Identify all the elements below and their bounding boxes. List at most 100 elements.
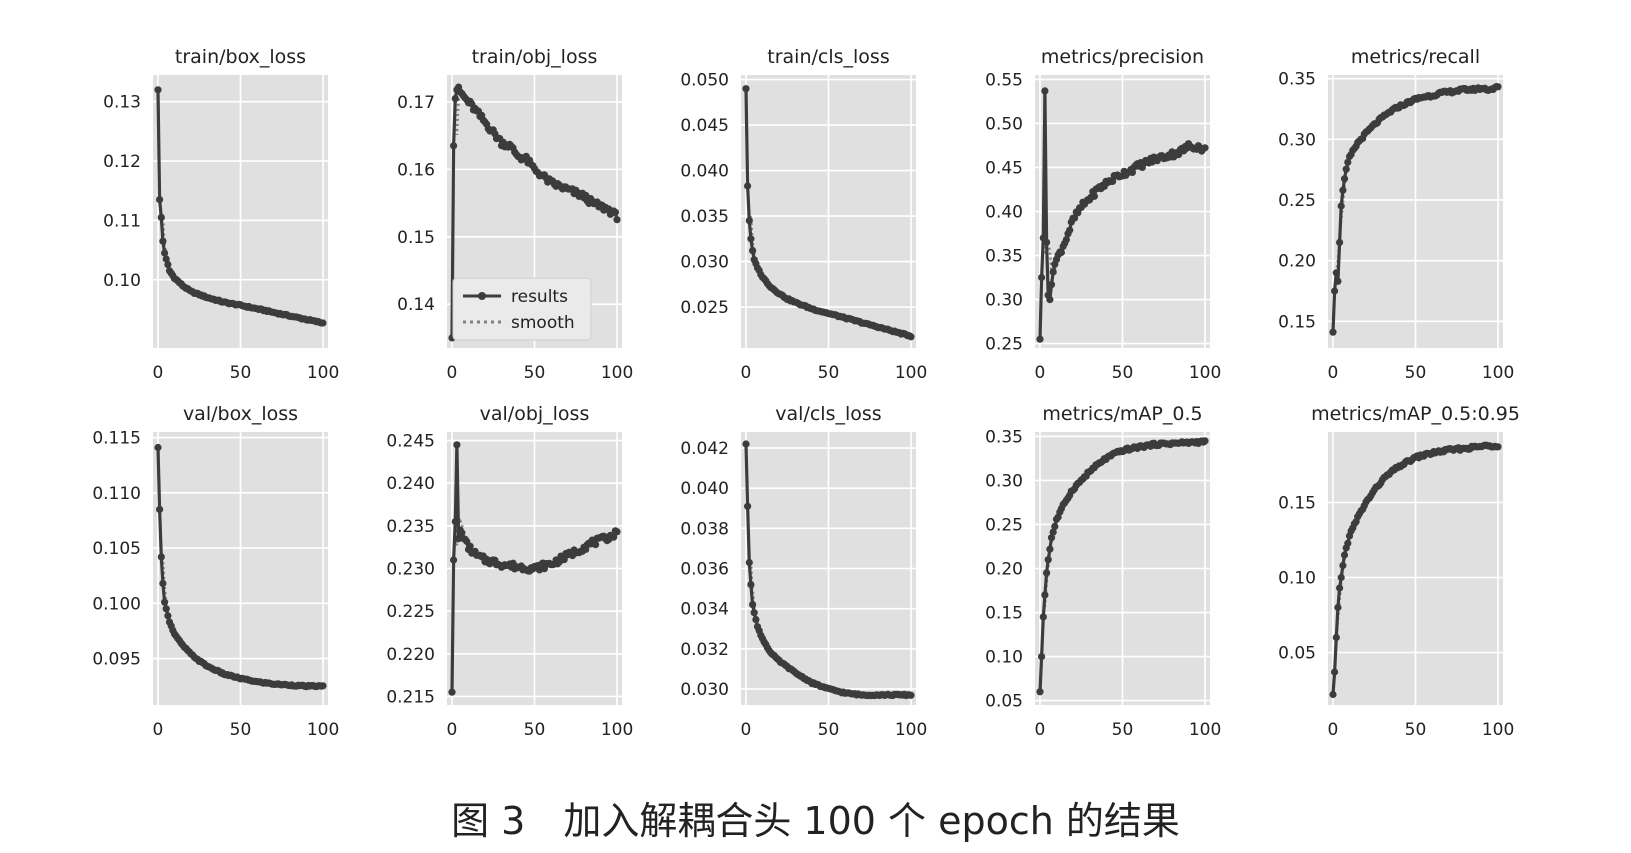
y-tick-label: 0.30	[985, 291, 1023, 311]
y-tick-label: 0.100	[92, 594, 141, 614]
x-tick-label: 100	[1189, 720, 1221, 740]
data-point	[1337, 202, 1345, 210]
data-point	[1090, 192, 1098, 200]
chart-panel: metrics/mAP_0.5 0 50 100 0.05 0.10 0.15 0.20 0.2…	[945, 387, 1260, 744]
data-point	[162, 255, 170, 263]
y-tick-label: 0.035	[680, 207, 729, 227]
data-point	[1329, 328, 1337, 336]
y-tick-label: 0.032	[680, 640, 729, 660]
data-point	[744, 502, 752, 510]
data-point	[1339, 186, 1347, 194]
legend-smooth-label: smooth	[511, 313, 575, 333]
y-tick-label: 0.105	[92, 539, 141, 559]
data-point	[450, 556, 458, 564]
y-tick-label: 0.10	[985, 648, 1023, 668]
x-tick-label: 0	[1328, 720, 1339, 740]
data-point	[1109, 177, 1117, 185]
chart-svg: metrics/mAP_0.5 0 50 100 0.05 0.10 0.15 0.20 0.2…	[985, 403, 1221, 740]
chart-svg: val/obj_loss 0 50 100 0.215 0.220 0.225 0.230 0.…	[386, 403, 633, 740]
y-tick-label: 0.10	[103, 271, 141, 291]
data-point	[1331, 287, 1339, 295]
chart-title: metrics/mAP_0.5	[1042, 403, 1202, 425]
y-tick-label: 0.55	[985, 70, 1023, 90]
legend-results-label: results	[511, 287, 568, 307]
chart-title: train/cls_loss	[767, 46, 889, 68]
data-point	[1201, 144, 1209, 152]
y-tick-label: 0.235	[386, 517, 435, 537]
chart-panel: metrics/recall 0 50 100 0.15 0.20 0.25 0.30 0.35	[1238, 30, 1553, 387]
y-tick-label: 0.095	[92, 650, 141, 670]
y-tick-label: 0.230	[386, 560, 435, 580]
x-tick-label: 100	[601, 363, 633, 383]
x-tick-label: 50	[524, 720, 546, 740]
data-point	[1494, 443, 1502, 451]
data-point	[742, 85, 750, 93]
data-point	[1340, 551, 1349, 559]
y-tick-label: 0.40	[985, 203, 1023, 223]
chart-grid: train/box_loss 0 50 100 0.10 0.11 0.12 0.13 trai…	[63, 30, 1553, 744]
x-tick-label: 0	[741, 720, 752, 740]
chart-svg: metrics/recall 0 50 100 0.15 0.20 0.25 0.30 0.35	[1278, 46, 1514, 383]
chart-panel: val/obj_loss 0 50 100 0.215 0.220 0.225 0.230 0.…	[357, 387, 672, 744]
data-point	[453, 441, 461, 449]
y-tick-label: 0.12	[103, 152, 141, 172]
y-tick-label: 0.13	[103, 93, 141, 113]
x-tick-label: 100	[895, 720, 927, 740]
data-point	[1201, 437, 1209, 445]
y-tick-label: 0.245	[386, 432, 435, 452]
data-point	[1332, 633, 1340, 642]
x-tick-label: 100	[895, 363, 927, 383]
y-tick-label: 0.15	[985, 604, 1023, 624]
data-point	[1038, 273, 1046, 282]
y-tick-label: 0.50	[985, 114, 1023, 134]
data-point	[1344, 539, 1352, 547]
y-tick-label: 0.025	[680, 298, 729, 318]
chart-svg: val/cls_loss 0 50 100 0.030 0.032 0.034 0.036 0.…	[680, 403, 927, 740]
data-point	[1062, 236, 1070, 244]
data-point	[1044, 556, 1052, 564]
y-tick-label: 0.45	[985, 158, 1023, 178]
chart-title: val/box_loss	[183, 403, 298, 425]
data-point	[1043, 569, 1051, 577]
chart-svg: train/obj_loss 0 50 100 0.14 0.15 0.16 0.17 resu…	[397, 46, 633, 383]
y-tick-label: 0.040	[680, 162, 729, 182]
data-point	[1036, 688, 1044, 696]
data-point	[1039, 613, 1047, 621]
data-point	[161, 598, 169, 606]
x-tick-label: 100	[307, 363, 339, 383]
data-point	[749, 247, 757, 255]
data-point	[907, 691, 915, 699]
data-point	[1043, 238, 1051, 246]
data-point	[1046, 296, 1054, 304]
y-tick-label: 0.25	[1278, 191, 1316, 211]
data-point	[164, 261, 172, 269]
legend: results smooth	[452, 277, 592, 341]
y-tick-label: 0.14	[397, 295, 435, 315]
data-point	[1334, 277, 1342, 285]
x-tick-label: 50	[230, 363, 252, 383]
data-point	[744, 182, 752, 190]
y-tick-label: 0.16	[397, 160, 435, 180]
legend-box	[452, 277, 592, 341]
x-tick-label: 0	[1035, 720, 1046, 740]
data-point	[1331, 668, 1339, 676]
chart-title: metrics/recall	[1351, 46, 1480, 68]
data-point	[157, 553, 165, 561]
y-tick-label: 0.05	[1278, 644, 1316, 664]
y-tick-label: 0.30	[1278, 130, 1316, 150]
data-point	[1049, 528, 1057, 536]
data-point	[154, 443, 162, 452]
data-point	[448, 688, 456, 696]
data-point	[750, 609, 758, 617]
chart-title: train/box_loss	[175, 46, 306, 68]
data-point	[164, 612, 172, 620]
y-tick-label: 0.11	[103, 211, 141, 231]
chart-title: metrics/precision	[1041, 46, 1204, 68]
data-point	[451, 518, 459, 526]
x-tick-label: 50	[818, 363, 840, 383]
data-point	[742, 440, 750, 448]
chart-panel: val/box_loss 0 50 100 0.095 0.100 0.105 0.110 0.…	[63, 387, 378, 744]
data-point	[611, 208, 619, 216]
y-tick-label: 0.115	[92, 429, 141, 449]
y-tick-label: 0.20	[1278, 252, 1316, 272]
